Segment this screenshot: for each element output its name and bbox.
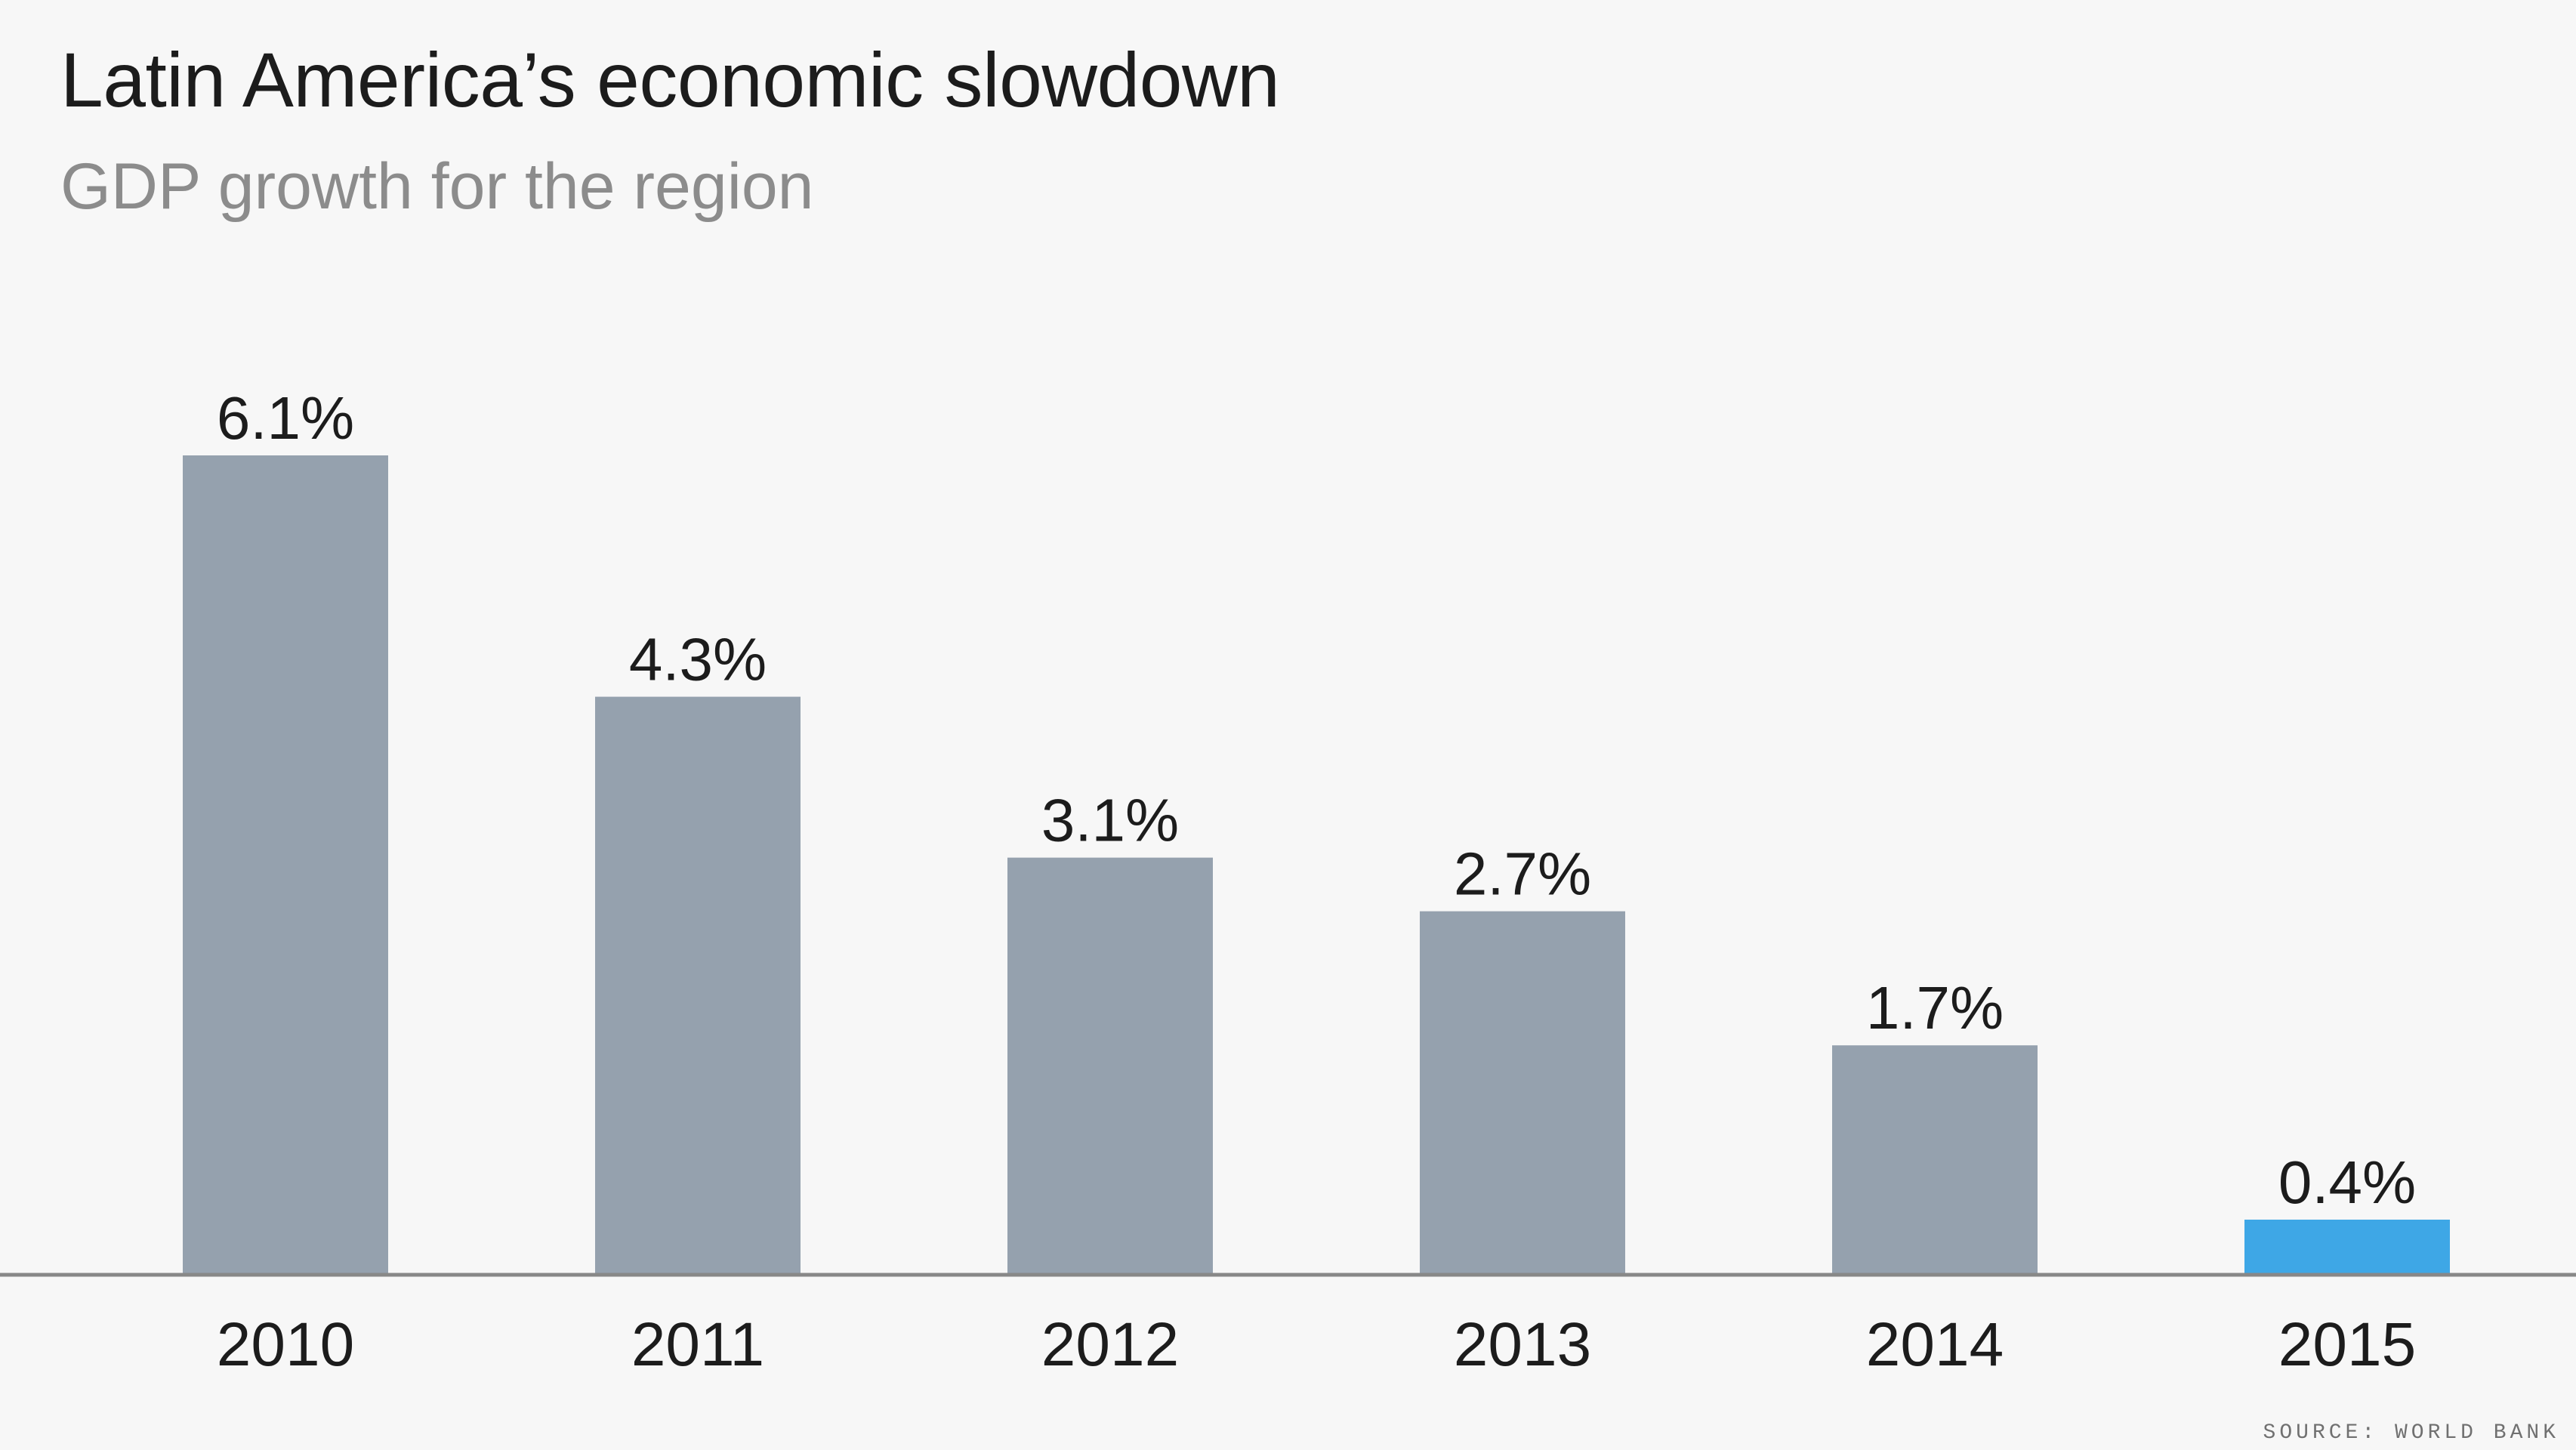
source-note: SOURCE: WORLD BANK	[2263, 1421, 2559, 1445]
x-tick-label-2010: 2010	[217, 1310, 354, 1379]
x-tick-label-2011: 2011	[631, 1310, 764, 1379]
chart-title: Latin America’s economic slowdown	[60, 37, 1280, 123]
x-tick-label-2012: 2012	[1041, 1310, 1179, 1379]
data-label-2014: 1.7%	[1866, 974, 2004, 1041]
x-tick-label-2015: 2015	[2278, 1310, 2416, 1379]
bar-2010	[183, 455, 388, 1273]
x-tick-label-2014: 2014	[1866, 1310, 2004, 1379]
data-label-2013: 2.7%	[1454, 841, 1591, 908]
bar-2011	[595, 696, 801, 1273]
bar-2013	[1420, 911, 1625, 1273]
bar-2014	[1832, 1045, 2038, 1273]
chart-subtitle: GDP growth for the region	[60, 150, 814, 223]
data-label-2012: 3.1%	[1041, 787, 1179, 854]
x-tick-label-2013: 2013	[1454, 1310, 1591, 1379]
bar-2015	[2244, 1219, 2450, 1273]
data-label-2010: 6.1%	[217, 384, 354, 452]
data-label-2011: 4.3%	[629, 626, 767, 693]
data-label-2015: 0.4%	[2278, 1149, 2416, 1216]
bar-2012	[1007, 857, 1213, 1273]
